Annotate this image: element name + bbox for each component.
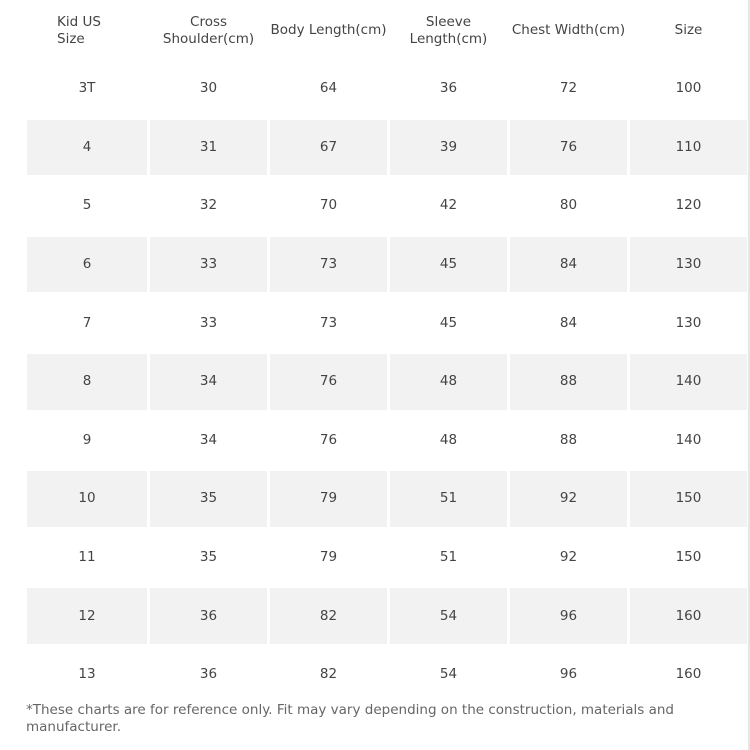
cell-kid-us-size: 12	[27, 588, 148, 644]
table-row: 12 36 82 54 96 160	[27, 588, 747, 644]
footnote: *These charts are for reference only. Fi…	[26, 702, 674, 735]
cell-body-length: 73	[270, 236, 387, 293]
cell-size: 130	[629, 236, 747, 293]
cell-sleeve-length: 42	[390, 178, 507, 234]
cell-chest-width: 96	[509, 646, 627, 703]
table-row: 3T 30 64 36 72 100	[27, 61, 747, 117]
cell-cross-shoulder: 35	[150, 471, 268, 527]
cell-kid-us-size: 3T	[27, 61, 148, 117]
cell-size: 160	[629, 588, 747, 644]
cell-kid-us-size: 6	[27, 236, 148, 293]
table-header: Kid US Size Cross Shoulder(cm) Body Leng…	[27, 3, 747, 58]
cell-cross-shoulder: 33	[150, 295, 268, 351]
cell-cross-shoulder: 35	[150, 529, 268, 586]
cell-sleeve-length: 54	[390, 646, 507, 703]
cell-sleeve-length: 51	[390, 471, 507, 527]
cell-cross-shoulder: 33	[150, 236, 268, 293]
table-row: 7 33 73 45 84 130	[27, 295, 747, 351]
cell-chest-width: 72	[509, 61, 627, 117]
table-row: 8 34 76 48 88 140	[27, 353, 747, 410]
size-chart-table: Kid US Size Cross Shoulder(cm) Body Leng…	[24, 0, 750, 706]
cell-body-length: 82	[270, 646, 387, 703]
cell-size: 120	[629, 178, 747, 234]
cell-chest-width: 80	[509, 178, 627, 234]
cell-kid-us-size: 10	[27, 471, 148, 527]
header-size: Size	[629, 3, 747, 58]
cell-sleeve-length: 48	[390, 412, 507, 469]
cell-body-length: 64	[270, 61, 387, 117]
header-chest-width: Chest Width(cm)	[509, 3, 627, 58]
cell-sleeve-length: 45	[390, 295, 507, 351]
cell-sleeve-length: 51	[390, 529, 507, 586]
cell-body-length: 79	[270, 529, 387, 586]
cell-body-length: 67	[270, 119, 387, 176]
cell-chest-width: 92	[509, 471, 627, 527]
cell-chest-width: 92	[509, 529, 627, 586]
cell-size: 110	[629, 119, 747, 176]
cell-cross-shoulder: 32	[150, 178, 268, 234]
cell-sleeve-length: 45	[390, 236, 507, 293]
cell-body-length: 82	[270, 588, 387, 644]
cell-cross-shoulder: 36	[150, 646, 268, 703]
cell-sleeve-length: 36	[390, 61, 507, 117]
cell-size: 130	[629, 295, 747, 351]
right-edge-divider	[748, 0, 750, 750]
table-row: 11 35 79 51 92 150	[27, 529, 747, 586]
cell-chest-width: 88	[509, 412, 627, 469]
cell-kid-us-size: 11	[27, 529, 148, 586]
table-row: 6 33 73 45 84 130	[27, 236, 747, 293]
cell-sleeve-length: 54	[390, 588, 507, 644]
cell-size: 150	[629, 471, 747, 527]
table-body: 3T 30 64 36 72 100 4 31 67 39 76 110 5 32 70 42 80 120 6 33…	[27, 61, 747, 703]
cell-size: 140	[629, 412, 747, 469]
cell-size: 140	[629, 353, 747, 410]
cell-cross-shoulder: 30	[150, 61, 268, 117]
cell-body-length: 79	[270, 471, 387, 527]
cell-chest-width: 84	[509, 236, 627, 293]
cell-kid-us-size: 8	[27, 353, 148, 410]
cell-size: 100	[629, 61, 747, 117]
cell-chest-width: 76	[509, 119, 627, 176]
cell-kid-us-size: 7	[27, 295, 148, 351]
table-row: 5 32 70 42 80 120	[27, 178, 747, 234]
table-row: 10 35 79 51 92 150	[27, 471, 747, 527]
cell-sleeve-length: 48	[390, 353, 507, 410]
header-row: Kid US Size Cross Shoulder(cm) Body Leng…	[27, 3, 747, 58]
cell-kid-us-size: 5	[27, 178, 148, 234]
cell-kid-us-size: 13	[27, 646, 148, 703]
header-cross-shoulder: Cross Shoulder(cm)	[150, 3, 268, 58]
cell-kid-us-size: 4	[27, 119, 148, 176]
header-sleeve-length: Sleeve Length(cm)	[390, 3, 507, 58]
table-row: 9 34 76 48 88 140	[27, 412, 747, 469]
cell-cross-shoulder: 36	[150, 588, 268, 644]
cell-chest-width: 84	[509, 295, 627, 351]
cell-cross-shoulder: 34	[150, 412, 268, 469]
header-body-length: Body Length(cm)	[270, 3, 387, 58]
cell-body-length: 73	[270, 295, 387, 351]
cell-kid-us-size: 9	[27, 412, 148, 469]
cell-size: 150	[629, 529, 747, 586]
cell-chest-width: 88	[509, 353, 627, 410]
cell-size: 160	[629, 646, 747, 703]
cell-sleeve-length: 39	[390, 119, 507, 176]
table-row: 4 31 67 39 76 110	[27, 119, 747, 176]
cell-body-length: 76	[270, 353, 387, 410]
cell-cross-shoulder: 31	[150, 119, 268, 176]
cell-cross-shoulder: 34	[150, 353, 268, 410]
cell-chest-width: 96	[509, 588, 627, 644]
cell-body-length: 76	[270, 412, 387, 469]
header-kid-us-size: Kid US Size	[27, 3, 148, 58]
table-row: 13 36 82 54 96 160	[27, 646, 747, 703]
cell-body-length: 70	[270, 178, 387, 234]
